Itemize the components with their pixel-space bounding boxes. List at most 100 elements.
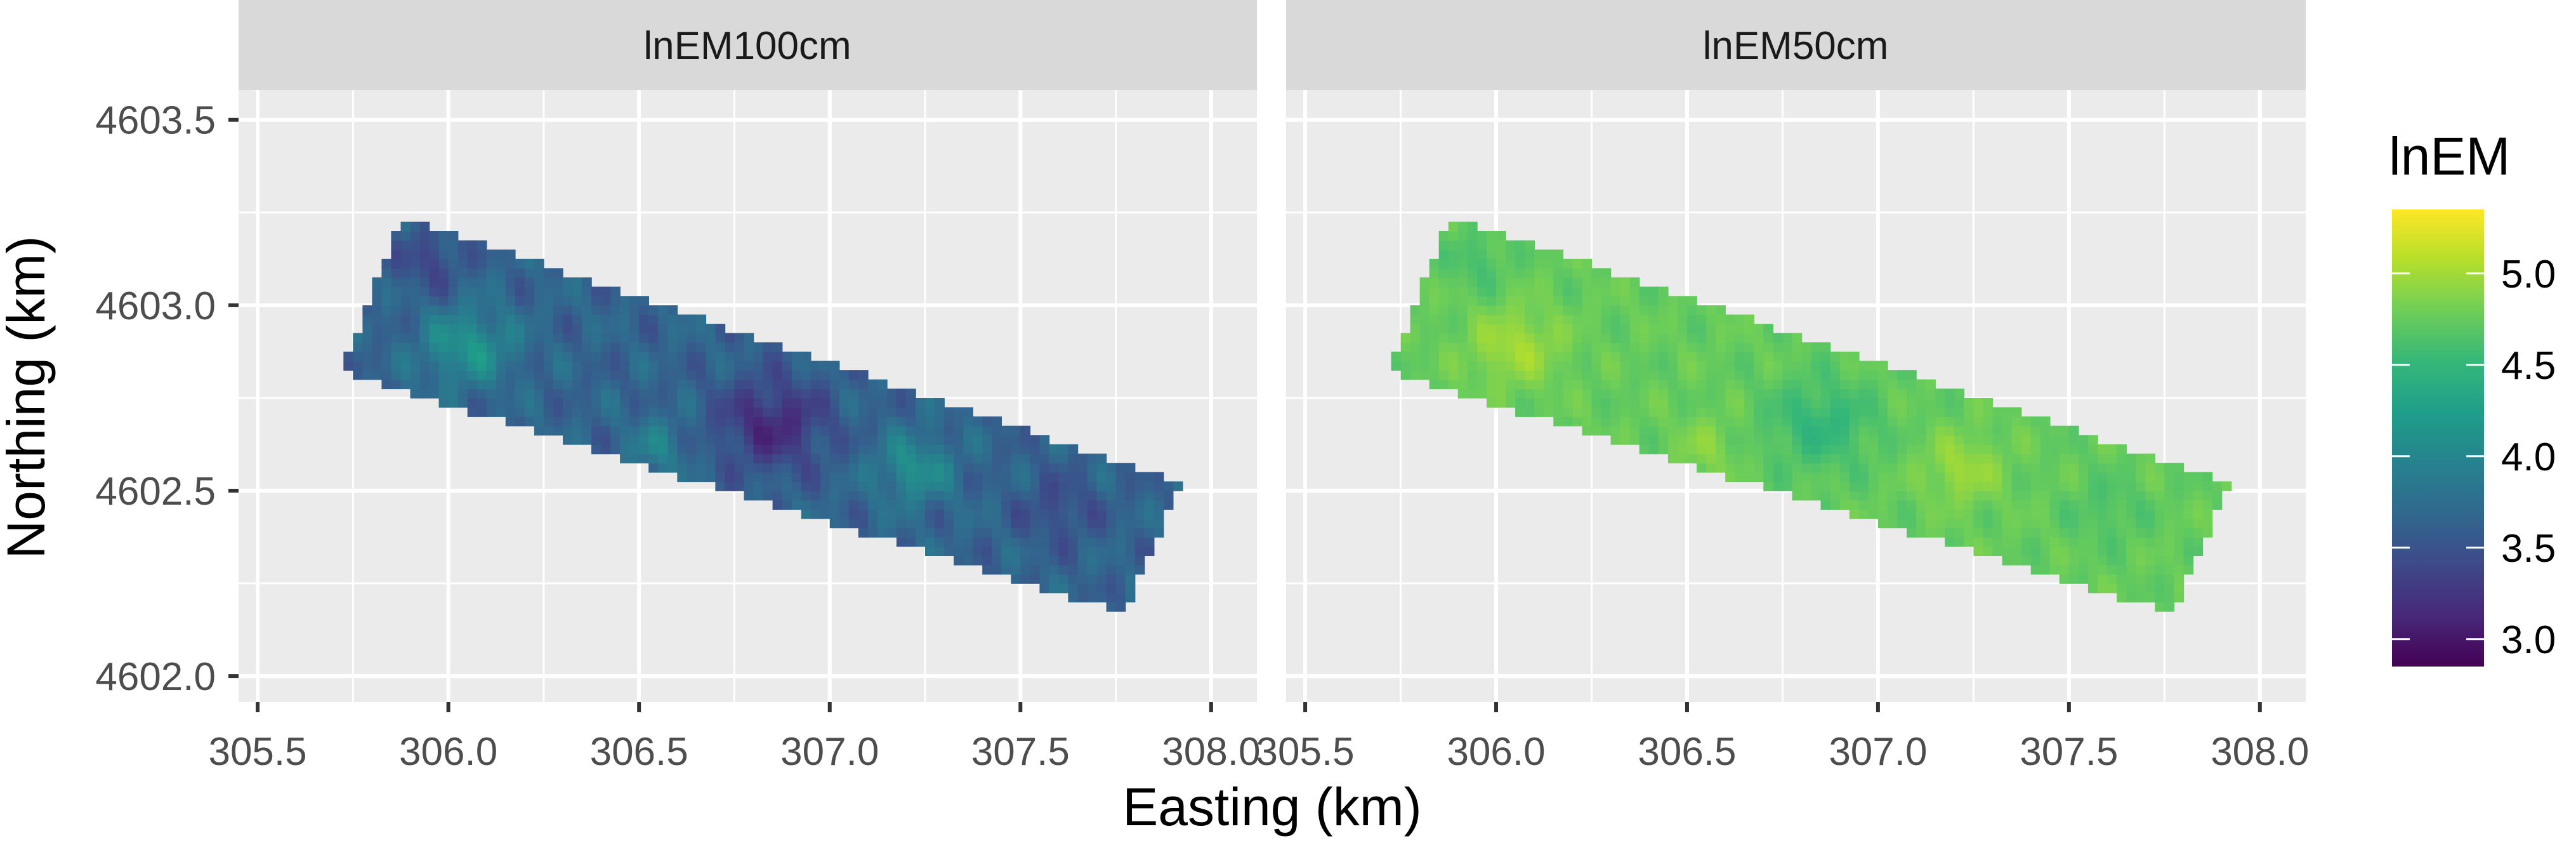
raster-cell <box>572 397 582 408</box>
raster-cell <box>534 305 544 315</box>
raster-cell <box>858 425 869 436</box>
raster-cell <box>1973 537 1984 547</box>
raster-cell <box>1629 314 1640 324</box>
raster-cell <box>2002 407 2013 417</box>
raster-cell <box>1782 333 1793 343</box>
raster-cell <box>867 435 878 445</box>
raster-cell <box>553 277 563 288</box>
raster-cell <box>1572 351 1583 362</box>
raster-cell <box>457 296 468 306</box>
raster-cell <box>1811 491 1822 501</box>
raster-cell <box>563 397 573 408</box>
raster-cell <box>476 379 487 390</box>
raster-cell <box>629 388 640 399</box>
raster-cell <box>829 481 840 491</box>
raster-cell <box>1153 509 1164 519</box>
raster-cell <box>1087 592 1098 602</box>
raster-cell <box>620 453 630 463</box>
raster-cell <box>2164 500 2175 510</box>
raster-cell <box>2107 481 2117 491</box>
raster-cell <box>1706 425 1716 436</box>
raster-cell <box>1077 555 1088 566</box>
raster-cell <box>1954 518 1965 529</box>
raster-cell <box>1077 463 1088 473</box>
raster-cell <box>1582 351 1593 362</box>
raster-cell <box>1601 305 1612 315</box>
raster-cell <box>1973 491 1984 501</box>
raster-cell <box>2030 518 2041 529</box>
raster-cell <box>1868 379 1879 390</box>
raster-cell <box>1811 435 1822 445</box>
raster-cell <box>1839 379 1850 390</box>
raster-cell <box>839 435 850 445</box>
raster-cell <box>1487 305 1497 315</box>
raster-cell <box>973 528 983 538</box>
raster-cell <box>2040 425 2051 436</box>
raster-cell <box>829 370 840 380</box>
raster-cell <box>1058 546 1069 556</box>
raster-cell <box>563 333 573 343</box>
raster-cell <box>992 491 1002 501</box>
raster-cell <box>1563 286 1574 296</box>
raster-cell <box>744 379 754 390</box>
raster-cell <box>1964 528 1975 538</box>
raster-cell <box>848 518 859 529</box>
raster-cell <box>572 416 582 427</box>
raster-cell <box>457 258 468 269</box>
raster-cell <box>896 435 907 445</box>
raster-cell <box>1058 500 1069 510</box>
raster-cell <box>610 333 621 343</box>
raster-cell <box>696 453 707 463</box>
raster-cell <box>1020 481 1031 491</box>
raster-cell <box>1801 425 1812 436</box>
raster-cell <box>410 314 421 324</box>
raster-cell <box>810 453 821 463</box>
raster-cell <box>381 314 392 324</box>
raster-cell <box>1792 351 1803 362</box>
raster-cell <box>877 453 888 463</box>
raster-cell <box>1907 472 1917 482</box>
raster-cell <box>1525 249 1535 260</box>
raster-cell <box>2021 444 2032 455</box>
raster-cell <box>629 435 640 445</box>
raster-cell <box>906 407 916 417</box>
raster-cell <box>2126 592 2136 602</box>
raster-cell <box>954 425 964 436</box>
raster-cell <box>925 444 935 455</box>
raster-cell <box>791 444 802 455</box>
raster-cell <box>534 296 544 306</box>
raster-cell <box>1534 314 1544 324</box>
raster-cell <box>848 509 859 519</box>
raster-cell <box>896 491 907 501</box>
raster-cell <box>1763 379 1774 390</box>
raster-cell <box>2164 509 2175 519</box>
raster-cell <box>801 361 812 371</box>
raster-cell <box>2117 491 2127 501</box>
raster-cell <box>1087 574 1098 584</box>
raster-cell <box>1496 379 1506 390</box>
raster-cell <box>486 333 497 343</box>
raster-cell <box>2098 583 2108 594</box>
raster-cell <box>2117 592 2127 602</box>
raster-cell <box>1096 463 1107 473</box>
raster-cell <box>2040 555 2051 566</box>
raster-cell <box>1087 481 1098 491</box>
raster-cell <box>791 397 802 408</box>
raster-cell <box>687 453 697 463</box>
raster-cell <box>1992 537 2003 547</box>
raster-cell <box>772 416 783 427</box>
raster-cell <box>1830 407 1841 417</box>
raster-cell <box>2059 481 2070 491</box>
raster-cell <box>1030 435 1041 445</box>
raster-cell <box>534 268 544 278</box>
raster-cell <box>610 416 621 427</box>
raster-cell <box>1725 314 1735 324</box>
raster-cell <box>1945 397 1955 408</box>
raster-cell <box>400 342 411 352</box>
raster-cell <box>1754 463 1764 473</box>
raster-cell <box>829 379 840 390</box>
raster-cell <box>572 324 582 334</box>
raster-cell <box>1725 463 1735 473</box>
raster-cell <box>715 472 726 482</box>
raster-cell <box>963 435 973 445</box>
